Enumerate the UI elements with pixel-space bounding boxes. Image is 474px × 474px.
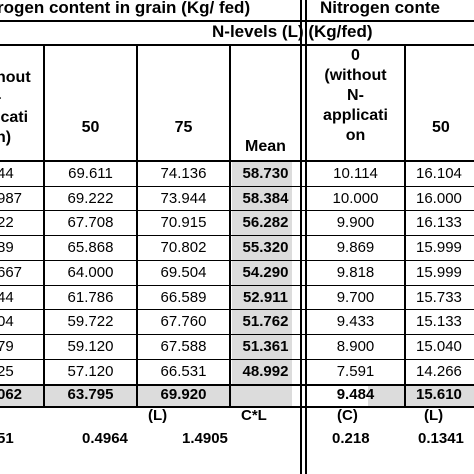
cell-c0: 79	[0, 338, 14, 355]
cell-r50: 16.104	[416, 165, 462, 182]
cell-c0: 44	[0, 165, 14, 182]
section-divider-a	[300, 0, 302, 474]
cell-c75: 73.944	[160, 190, 207, 207]
row-separator	[0, 359, 474, 360]
cell-c0: 25	[0, 363, 14, 380]
cell-mean: 58.384	[242, 190, 289, 207]
grain-title: rogen content in grain (Kg/ fed)	[0, 0, 251, 17]
cell-r50: 16.133	[416, 214, 462, 231]
cell-c50: 57.120	[67, 363, 114, 380]
cell-c75: 66.589	[160, 289, 207, 306]
cell-c0: 89	[0, 239, 14, 256]
cell-mean: 48.992	[242, 363, 289, 380]
mean-row-c50: 63.795	[67, 386, 114, 403]
cell-mean: 52.911	[242, 289, 289, 306]
cell-c75: 69.504	[160, 264, 207, 281]
row-separator	[0, 186, 474, 187]
lsd-value-cl: 1.4905	[182, 430, 228, 447]
mean-row-rule	[0, 384, 474, 386]
cell-c50: 59.120	[67, 338, 114, 355]
lsd-value-rl: 0.1341	[418, 430, 464, 447]
col-divider-4	[404, 44, 406, 406]
cell-mean: 51.762	[242, 313, 289, 330]
lsd-label-l: (L)	[148, 407, 168, 424]
cell-r0: 9.869	[336, 239, 375, 256]
top-rule	[0, 20, 474, 22]
cell-r50: 15.999	[416, 264, 462, 281]
cell-c50: 69.611	[68, 165, 113, 182]
cell-r0: 9.433	[336, 313, 375, 330]
cell-r50: 15.133	[416, 313, 462, 330]
col-50-header: 50	[81, 119, 100, 136]
mean-row-c75: 69.920	[160, 386, 207, 403]
cell-c75: 70.915	[160, 214, 207, 231]
cell-c75: 67.760	[160, 313, 207, 330]
cell-c75: 67.588	[160, 338, 207, 355]
header-rule	[0, 44, 474, 46]
cell-c0: 667	[0, 264, 23, 281]
n-levels-header: N-levels (L) (Kg/fed)	[212, 22, 373, 41]
mean-row-shade-right	[368, 385, 474, 406]
row-separator	[0, 210, 474, 211]
mean-column-shade	[232, 162, 292, 406]
right-col-0-header: 0 (without N- applicati on	[323, 47, 388, 144]
cell-c50: 64.000	[67, 264, 114, 281]
lsd-value-c0: 51	[0, 430, 14, 447]
right-title: Nitrogen conte	[320, 0, 440, 17]
cell-r0: 7.591	[336, 363, 375, 380]
cell-r0: 9.700	[336, 289, 375, 306]
cell-c75: 70.802	[160, 239, 207, 256]
cell-c50: 67.708	[67, 214, 114, 231]
cell-mean: 56.282	[242, 214, 289, 231]
mean-row-shade-left	[0, 385, 292, 406]
lsd-value-rc: 0.218	[332, 430, 370, 447]
row-separator	[0, 285, 474, 286]
cell-c75: 66.531	[160, 363, 207, 380]
lsd-label-rl: (L)	[424, 407, 444, 424]
row-separator	[0, 334, 474, 335]
col-divider-1	[43, 44, 45, 406]
cell-c0: 22	[0, 214, 14, 231]
col-divider-3	[229, 44, 231, 406]
cell-c75: 74.136	[160, 165, 207, 182]
cell-r0: 8.900	[336, 338, 375, 355]
section-divider-b	[305, 0, 307, 474]
right-col-50-header: 50	[432, 119, 450, 136]
cell-r50: 16.000	[416, 190, 462, 207]
cell-c50: 59.722	[67, 313, 114, 330]
cell-c0: 44	[0, 289, 14, 306]
cell-c50: 69.222	[67, 190, 114, 207]
cell-r0: 9.818	[336, 264, 375, 281]
cell-mean: 55.320	[242, 239, 289, 256]
col-divider-2	[136, 44, 138, 406]
cell-c0: 04	[0, 313, 14, 330]
mean-header: Mean	[245, 138, 286, 155]
subheader-rule	[0, 160, 474, 162]
cell-r50: 15.999	[416, 239, 462, 256]
cell-r50: 14.266	[416, 363, 462, 380]
lsd-value-l: 0.4964	[82, 430, 128, 447]
cell-r50: 15.733	[416, 289, 462, 306]
cell-r50: 15.040	[416, 338, 462, 355]
col-0-header: hout - icati n)	[0, 69, 31, 146]
cell-mean: 54.290	[242, 264, 289, 281]
row-separator	[0, 235, 474, 236]
cell-mean: 58.730	[242, 165, 289, 182]
lsd-label-rc: (C)	[337, 407, 358, 424]
cell-c0: 987	[0, 190, 23, 207]
cell-r0: 10.114	[333, 165, 378, 182]
lsd-rule	[0, 406, 474, 408]
row-separator	[0, 309, 474, 310]
mean-row-r50: 15.610	[416, 386, 462, 403]
cell-c50: 65.868	[67, 239, 114, 256]
lsd-label-cl: C*L	[241, 407, 267, 424]
cell-mean: 51.361	[242, 338, 289, 355]
cell-r0: 10.000	[332, 190, 379, 207]
col-75-header: 75	[174, 119, 193, 136]
cell-c50: 61.786	[67, 289, 114, 306]
cell-r0: 9.900	[336, 214, 375, 231]
mean-row-r0: 9.484	[336, 386, 375, 403]
row-separator	[0, 260, 474, 261]
mean-row-c0: 062	[0, 386, 23, 403]
